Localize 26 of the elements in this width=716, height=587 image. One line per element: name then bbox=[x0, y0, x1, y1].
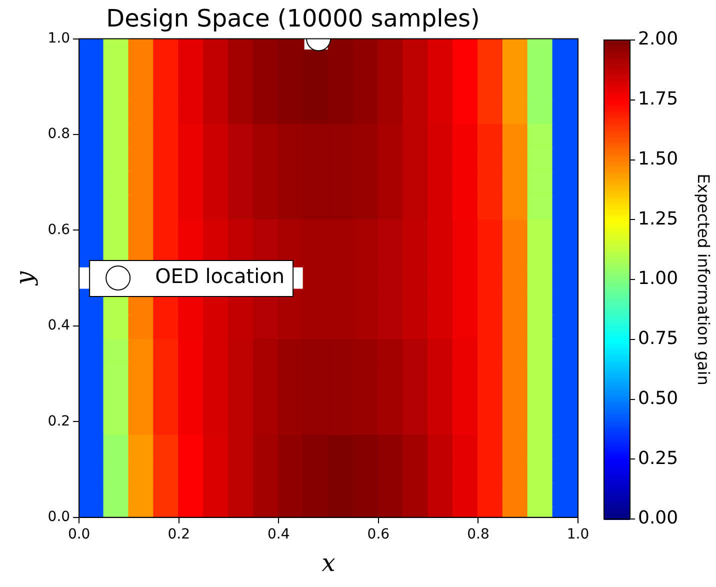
x-tick-label: 1.0 bbox=[566, 526, 590, 542]
color-bar-label: 2.00 bbox=[638, 28, 678, 50]
y-tick-label: 0.6 bbox=[48, 222, 70, 238]
y-tick-label: 0.2 bbox=[48, 413, 70, 430]
y-tick-label: 0.8 bbox=[48, 126, 70, 142]
color-bar-label: 0.50 bbox=[638, 388, 678, 409]
color-bar-label: 0.75 bbox=[638, 328, 678, 350]
y-tick-label: 0.4 bbox=[48, 318, 70, 334]
y-axis-title: y bbox=[10, 270, 39, 286]
chart-title: Design Space (10000 samples) bbox=[106, 4, 480, 33]
color-bar-title: Expected information gain bbox=[694, 174, 714, 386]
x-tick-label: 0.0 bbox=[68, 526, 90, 542]
y-tick-label: 0.0 bbox=[48, 509, 70, 526]
x-axis-title: x bbox=[322, 548, 336, 577]
color-bar-label: 0.25 bbox=[638, 448, 678, 469]
color-bar-label: 1.00 bbox=[638, 268, 678, 290]
color-bar-label: 1.50 bbox=[638, 148, 678, 170]
x-tick-label: 0.4 bbox=[268, 526, 290, 542]
x-tick-label: 0.6 bbox=[367, 526, 390, 542]
color-bar-label: 1.25 bbox=[638, 208, 678, 230]
color-bar-label: 1.75 bbox=[638, 88, 678, 110]
y-tick-label: 1.0 bbox=[48, 30, 70, 46]
color-bar-label: 0.00 bbox=[638, 508, 678, 529]
x-tick-label: 0.8 bbox=[467, 526, 490, 542]
legend-label: OED location bbox=[155, 264, 285, 288]
x-tick-label: 0.2 bbox=[168, 526, 190, 542]
